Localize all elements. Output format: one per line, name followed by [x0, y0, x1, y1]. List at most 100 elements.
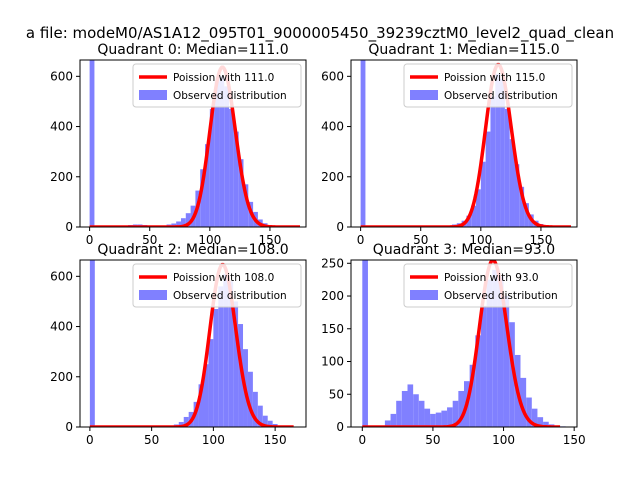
- histogram-bar: [509, 322, 515, 427]
- histogram-bar: [435, 412, 442, 427]
- legend-box: [403, 63, 573, 108]
- histogram-bar: [224, 86, 230, 227]
- histogram-bar: [247, 371, 253, 427]
- histogram-bar: [223, 273, 229, 427]
- x-tick-label: 150: [258, 233, 281, 247]
- histogram-bar: [396, 400, 402, 427]
- y-tick-label: 250: [321, 256, 344, 270]
- x-tick-label: 150: [264, 433, 287, 447]
- histogram-bar: [219, 76, 225, 227]
- histogram-bar: [267, 420, 273, 427]
- axes-title: Quadrant 1: Median=115.0: [368, 42, 559, 58]
- histogram-bar: [401, 390, 408, 427]
- histogram-bar: [243, 184, 249, 227]
- histogram-bar: [257, 405, 263, 427]
- histogram-bar: [441, 410, 448, 427]
- histogram-bar: [238, 324, 244, 427]
- legend-label-poisson: Poission with 115.0: [444, 72, 545, 84]
- y-tick-label: 600: [50, 69, 73, 83]
- y-tick-label: 200: [50, 170, 73, 184]
- plot-area: [361, 260, 566, 427]
- histogram-bar: [238, 159, 244, 227]
- histogram-bar: [178, 421, 184, 427]
- y-tick-label: 150: [321, 322, 344, 336]
- y-tick-label: 400: [50, 320, 73, 334]
- histogram-bar: [205, 144, 210, 227]
- histogram-bar: [430, 413, 436, 427]
- x-tick-label: 100: [202, 433, 225, 447]
- legend-label-observed: Observed distribution: [444, 290, 558, 302]
- histogram-bar: [198, 384, 204, 427]
- histogram-bar: [214, 81, 220, 227]
- histogram-bar: [200, 169, 206, 227]
- histogram-bar: [509, 139, 515, 227]
- histogram-bar: [183, 416, 189, 427]
- y-tick-label: 0: [65, 420, 73, 434]
- legend-bar-swatch: [410, 290, 438, 300]
- x-tick-label: 0: [358, 433, 366, 447]
- axes-frame: [79, 59, 307, 228]
- axes-frame: [350, 59, 578, 228]
- histogram-bar: [485, 131, 491, 227]
- histogram-bar: [360, 60, 366, 227]
- axes-frame: [350, 259, 578, 428]
- histogram-bar: [492, 269, 498, 427]
- x-tick-label: 0: [86, 233, 94, 247]
- histogram-bar: [209, 108, 215, 227]
- histogram-bar: [262, 415, 268, 427]
- histogram-bar: [208, 339, 214, 427]
- legend-box: [403, 263, 573, 308]
- y-tick-label: 0: [65, 220, 73, 234]
- histogram-bar: [537, 417, 544, 427]
- legend-bar-swatch: [139, 290, 167, 300]
- histogram-bar: [252, 391, 258, 427]
- histogram-bar: [233, 131, 239, 227]
- axes-quadrant-0: 0 50 100 150 0 200 400 600 Quadrant 0: Median=11…: [50, 42, 307, 247]
- histogram-bar: [504, 108, 510, 227]
- histogram-bar: [390, 413, 397, 427]
- histogram-bar: [362, 260, 368, 427]
- x-tick-label: 100: [492, 433, 515, 447]
- axes-title: Quadrant 3: Median=93.0: [373, 242, 555, 258]
- poisson-curve: [361, 260, 561, 427]
- histogram-bar: [89, 60, 95, 227]
- axes-quadrant-2: 0 50 100 150 0 200 400 600 Quadrant 2: Median=10…: [50, 242, 307, 447]
- figure-suptitle: a file: modeM0/AS1A12_095T01_9000005450_…: [26, 24, 614, 43]
- histogram-bar: [89, 260, 95, 427]
- legend-bar-swatch: [139, 90, 167, 100]
- legend-label-observed: Observed distribution: [173, 290, 287, 302]
- histogram-bar: [480, 161, 486, 227]
- histogram-bar: [497, 276, 504, 427]
- plot-area: [89, 260, 295, 427]
- histogram-bar: [490, 96, 496, 227]
- histogram-bar: [500, 78, 505, 227]
- histogram-bar: [452, 400, 459, 427]
- histogram-bar: [407, 384, 414, 427]
- histogram-bar: [519, 186, 525, 227]
- histogram-bar: [514, 164, 520, 227]
- histogram-bar: [531, 408, 538, 427]
- axes-title: Quadrant 0: Median=111.0: [97, 42, 288, 58]
- plot-area: [89, 60, 301, 227]
- histogram-bar: [524, 203, 529, 227]
- x-tick-label: 100: [469, 233, 492, 247]
- axes-title: Quadrant 2: Median=108.0: [97, 242, 288, 258]
- x-tick-label: 0: [357, 233, 365, 247]
- histogram-bar: [458, 390, 464, 427]
- histogram-bar: [229, 108, 234, 227]
- legend-bar-swatch: [410, 90, 438, 100]
- axes-quadrant-3: 0 50 100 150 0 50 100 150 200 250 Quadrant 3: Medi…: [321, 242, 586, 447]
- x-tick-label: 50: [144, 433, 159, 447]
- plot-area: [360, 60, 572, 227]
- y-tick-label: 200: [321, 289, 344, 303]
- histogram-bar: [176, 221, 181, 227]
- y-tick-label: 400: [321, 120, 344, 134]
- poisson-curve: [89, 65, 301, 227]
- x-tick-label: 150: [529, 233, 552, 247]
- y-tick-label: 200: [321, 170, 344, 184]
- histogram-bar: [469, 364, 476, 427]
- x-tick-label: 150: [563, 433, 586, 447]
- legend-label-observed: Observed distribution: [444, 90, 558, 102]
- histogram-bar: [471, 205, 477, 227]
